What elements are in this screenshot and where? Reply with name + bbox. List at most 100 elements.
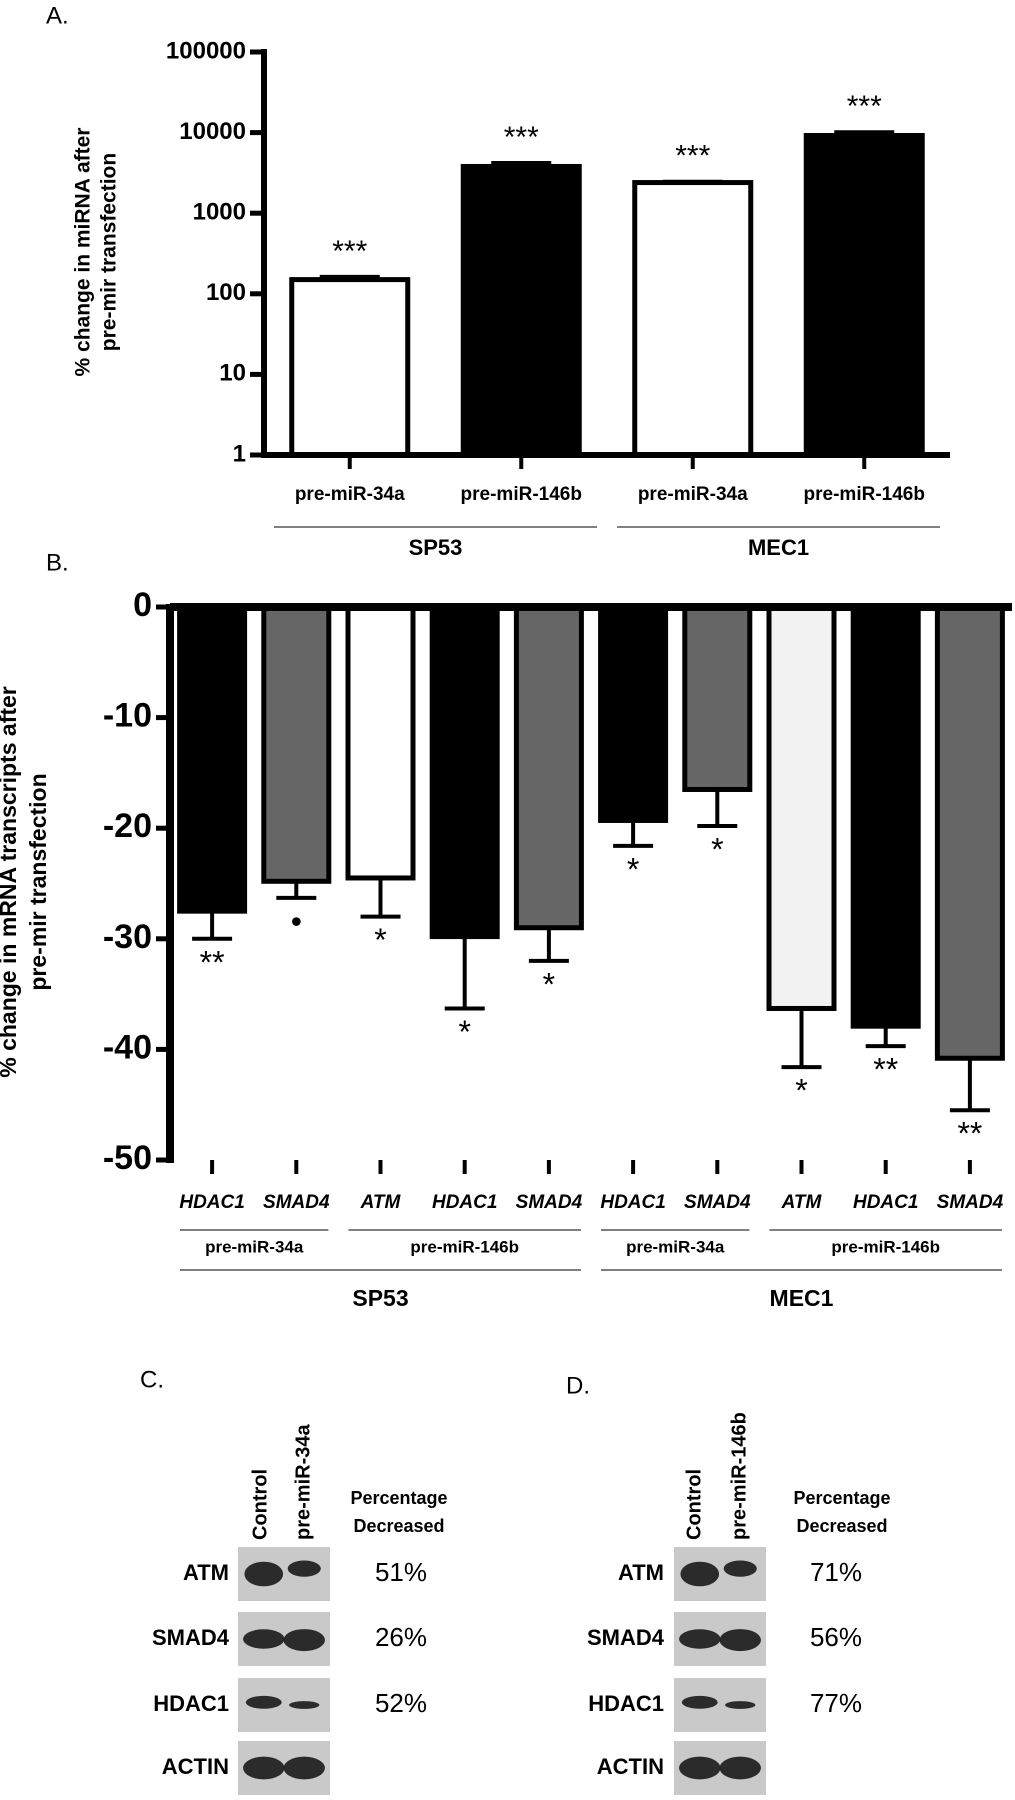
significance: * — [458, 1014, 470, 1050]
lane-label: pre-miR-34a — [292, 1424, 314, 1540]
bar — [345, 604, 416, 881]
blot-band — [283, 1629, 325, 1652]
blot-band — [287, 1560, 321, 1577]
x-tick-label: HDAC1 — [600, 1192, 665, 1213]
significance: * — [374, 922, 386, 958]
y-tick-label: 100000 — [166, 37, 246, 64]
bar — [934, 604, 1005, 1061]
y-tick-label: -40 — [103, 1028, 152, 1066]
column-header: Percentage — [793, 1488, 890, 1508]
y-axis-label: % change in mRNA transcripts after — [0, 686, 21, 1078]
y-tick-label: 1000 — [193, 199, 246, 226]
x-tick-label: ATM — [781, 1192, 823, 1213]
protein-label: ATM — [618, 1560, 664, 1585]
bar — [460, 163, 582, 458]
blot-band — [243, 1629, 285, 1649]
significance: * — [795, 1073, 807, 1109]
bar — [803, 133, 925, 458]
blot-band — [243, 1756, 285, 1780]
y-tick-label: 1 — [233, 440, 246, 467]
bar — [766, 604, 837, 1011]
percent-decrease: 26% — [375, 1622, 427, 1652]
x-tick-label: HDAC1 — [432, 1192, 497, 1213]
protein-label: ACTIN — [162, 1754, 229, 1779]
blot-band — [681, 1695, 718, 1709]
x-tick-label: SMAD4 — [516, 1192, 583, 1213]
significance: *** — [847, 90, 882, 123]
blot-band — [289, 1701, 320, 1709]
bar — [850, 604, 921, 1029]
bar — [682, 604, 753, 792]
blot-band — [723, 1560, 757, 1577]
significance: * — [627, 851, 639, 887]
column-header: Decreased — [353, 1516, 444, 1536]
significance: *** — [675, 140, 710, 173]
significance: *** — [504, 121, 539, 154]
panel-label: A. — [46, 2, 69, 29]
y-axis-label: pre-mir transfection — [25, 773, 51, 990]
protein-label: SMAD4 — [152, 1625, 230, 1650]
bar — [632, 180, 754, 458]
significance: * — [711, 831, 723, 867]
blot-band — [679, 1756, 721, 1780]
subgroup-label: pre-miR-146b — [831, 1237, 940, 1256]
y-tick-label: 10000 — [179, 118, 246, 145]
bar — [289, 277, 411, 458]
x-tick-label: SMAD4 — [937, 1192, 1004, 1213]
y-tick-label: 10 — [219, 360, 246, 387]
percent-decrease: 77% — [810, 1688, 862, 1718]
y-tick-label: 0 — [133, 586, 152, 624]
bar — [513, 604, 584, 931]
protein-label: HDAC1 — [153, 1691, 229, 1716]
percent-decrease: 51% — [375, 1557, 427, 1587]
significance: • — [291, 903, 302, 939]
bar — [261, 604, 332, 884]
blot-band — [679, 1629, 721, 1649]
group-label: MEC1 — [748, 535, 809, 560]
bar — [598, 604, 669, 823]
x-tick-label: HDAC1 — [179, 1192, 244, 1213]
x-tick-label: pre-miR-34a — [638, 484, 748, 505]
protein-label: HDAC1 — [588, 1691, 664, 1716]
x-tick-label: pre-miR-34a — [295, 484, 405, 505]
blot-band — [245, 1695, 282, 1709]
group-label: MEC1 — [770, 1285, 834, 1311]
subgroup-label: pre-miR-34a — [205, 1237, 304, 1256]
y-tick-label: -30 — [103, 918, 152, 956]
x-tick-label: ATM — [360, 1192, 402, 1213]
significance: *** — [332, 235, 367, 268]
column-header: Percentage — [350, 1488, 447, 1508]
y-tick-label: 100 — [206, 279, 246, 306]
panel-label: B. — [46, 549, 69, 576]
percent-decrease: 56% — [810, 1622, 862, 1652]
y-tick-label: -50 — [103, 1139, 152, 1177]
x-tick-label: HDAC1 — [853, 1192, 918, 1213]
significance: ** — [957, 1116, 982, 1152]
panel-label: C. — [140, 1366, 164, 1393]
column-header: Decreased — [796, 1516, 887, 1536]
subgroup-label: pre-miR-146b — [410, 1237, 519, 1256]
group-label: SP53 — [352, 1285, 408, 1311]
subgroup-label: pre-miR-34a — [626, 1237, 725, 1256]
blot-band — [725, 1701, 756, 1709]
bar — [177, 604, 248, 914]
x-tick-label: SMAD4 — [263, 1192, 330, 1213]
lane-label: pre-miR-146b — [728, 1412, 750, 1540]
significance: ** — [873, 1052, 898, 1088]
protein-label: SMAD4 — [587, 1625, 665, 1650]
panel-label: D. — [566, 1372, 590, 1399]
y-tick-label: -10 — [103, 697, 152, 735]
significance: * — [543, 966, 555, 1002]
percent-decrease: 71% — [810, 1557, 862, 1587]
blot-band — [680, 1561, 720, 1587]
protein-label: ACTIN — [597, 1754, 664, 1779]
blot-band — [719, 1756, 761, 1780]
protein-label: ATM — [183, 1560, 229, 1585]
group-label: SP53 — [409, 535, 463, 560]
lane-label: Control — [249, 1469, 271, 1540]
y-axis-label: pre-mir transfection — [98, 153, 121, 351]
y-axis-label: % change in miRNA after — [72, 128, 95, 377]
percent-decrease: 52% — [375, 1688, 427, 1718]
bar — [429, 604, 500, 940]
